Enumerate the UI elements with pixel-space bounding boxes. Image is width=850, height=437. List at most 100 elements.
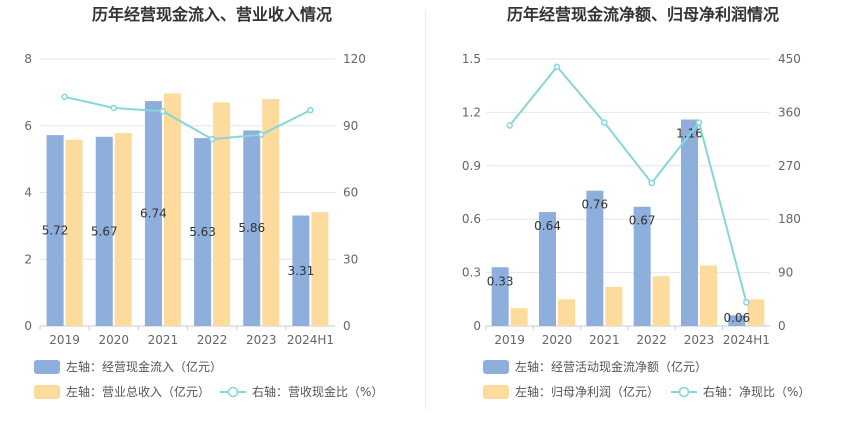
bar-data-label: 5.67 <box>91 224 118 238</box>
right-axis-tick-label: 120 <box>343 52 366 66</box>
ratio-line <box>64 95 311 141</box>
left-axis-tick-label: 1.2 <box>462 105 481 119</box>
right-axis-tick-label: 30 <box>343 252 358 266</box>
line-point <box>553 63 561 70</box>
bar <box>633 206 651 326</box>
bar-data-label: 0.76 <box>581 198 608 212</box>
left-axis-tick-label: 0.9 <box>462 159 481 173</box>
bar <box>144 101 162 327</box>
x-axis-label: 2024H1 <box>287 333 334 347</box>
legend-item-label: 左轴：经营活动现金流净额（亿元） <box>515 359 707 374</box>
right-axis-tick-label: 360 <box>778 105 801 119</box>
chart-svg: 历年经营现金流净额、归母净利润情况 0 0.3 0.6 0.9 1.2 1.5 0 90 180 2… <box>462 5 810 399</box>
right-axis-tick-label: 90 <box>343 119 358 133</box>
left-axis-tick-label: 0.6 <box>462 212 481 226</box>
bar <box>46 135 64 326</box>
right-axis-tick-label: 180 <box>778 212 801 226</box>
left-axis-tick-label: 0 <box>24 319 32 333</box>
right-axis-tick-label: 0 <box>778 319 786 333</box>
x-axis-label: 2020 <box>98 333 129 347</box>
legend-item-swatch <box>483 360 509 374</box>
x-axis-label: 2020 <box>542 333 573 347</box>
line-point <box>648 179 655 187</box>
bar <box>491 267 509 326</box>
x-axis-label: 2023 <box>246 333 277 347</box>
line-point <box>61 93 68 101</box>
bar <box>605 286 623 326</box>
line-point <box>208 135 216 143</box>
bar-data-label: 0.33 <box>487 274 514 288</box>
x-axis-label: 2024H1 <box>723 333 770 347</box>
bar <box>652 276 670 326</box>
line-point <box>159 108 167 115</box>
bar <box>700 265 717 326</box>
x-axis-label: 2023 <box>684 333 715 347</box>
bar <box>65 139 83 326</box>
bar <box>213 102 231 326</box>
panel-divider <box>425 10 426 410</box>
bar-data-label: 5.63 <box>189 225 216 239</box>
bar-data-label: 0.06 <box>723 311 750 325</box>
bar <box>95 136 113 326</box>
bar-data-label: 0.64 <box>534 219 561 233</box>
legend-item-swatch-dot <box>227 386 239 398</box>
legend-item-label: 左轴：经营现金流入（亿元） <box>66 359 222 374</box>
bar <box>114 133 132 326</box>
line-point <box>695 119 703 126</box>
bar <box>243 130 261 326</box>
x-axis-label: 2022 <box>636 333 667 347</box>
bar <box>262 99 280 326</box>
legend-item-label: 左轴：营业总收入（亿元） <box>66 384 210 399</box>
chart-panel-net-cashflow-profit: 历年经营现金流净额、归母净利润情况 0 0.3 0.6 0.9 1.2 1.5 0 90 180 2… <box>425 0 850 437</box>
left-axis-tick-label: 0 <box>473 319 481 333</box>
legend-item-swatch-dot <box>678 386 690 398</box>
chart-svg: 历年经营现金流入、营业收入情况 0 2 4 6 8 0 30 60 90 120 2019 2020 20… <box>24 5 383 399</box>
line-point <box>258 131 265 138</box>
x-axis-label: 2019 <box>49 333 80 347</box>
bar <box>292 215 310 326</box>
legend-item-swatch <box>34 360 60 374</box>
right-axis-tick-label: 60 <box>343 186 358 200</box>
chart-title: 历年经营现金流入、营业收入情况 <box>92 5 332 24</box>
bar <box>681 119 698 327</box>
chart-title: 历年经营现金流净额、归母净利润情况 <box>507 5 779 24</box>
bar <box>558 299 575 326</box>
line-point <box>307 106 314 114</box>
bar <box>510 308 528 326</box>
left-axis-tick-label: 6 <box>24 119 32 133</box>
bar <box>311 212 329 326</box>
ratio-line <box>508 65 748 303</box>
left-axis-tick-label: 1.5 <box>462 52 481 66</box>
x-axis-label: 2022 <box>197 333 228 347</box>
bar <box>747 299 765 326</box>
line-point <box>110 104 117 112</box>
bar <box>194 138 212 326</box>
legend-item-label: 右轴：净现比（%） <box>703 384 810 399</box>
legend-item-label: 右轴：营收现金比（%） <box>252 384 383 399</box>
line-point <box>601 119 608 126</box>
left-axis-tick-label: 2 <box>24 252 32 266</box>
right-axis-tick-label: 270 <box>778 159 801 173</box>
bar-data-label: 0.67 <box>629 214 656 228</box>
right-axis-tick-label: 450 <box>778 52 801 66</box>
bar <box>163 93 181 326</box>
left-axis-tick-label: 0.3 <box>462 266 481 280</box>
bar <box>728 315 746 326</box>
chart-panel-cash-inflow-revenue: 历年经营现金流入、营业收入情况 0 2 4 6 8 0 30 60 90 120 2019 2020 20… <box>24 5 383 399</box>
bar <box>586 190 604 326</box>
line-point <box>743 299 750 306</box>
bar-data-label: 5.72 <box>42 224 69 238</box>
legend-item-label: 左轴：归母净利润（亿元） <box>515 384 659 399</box>
right-axis-tick-label: 90 <box>778 266 793 280</box>
right-axis-tick-label: 0 <box>343 319 351 333</box>
bar-data-label: 6.74 <box>140 207 167 221</box>
x-axis-label: 2021 <box>589 333 620 347</box>
legend-item-swatch <box>483 385 509 399</box>
left-axis-tick-label: 8 <box>24 52 32 66</box>
bar <box>539 212 556 326</box>
left-axis-tick-label: 4 <box>24 186 32 200</box>
legend-item-swatch <box>34 385 60 399</box>
bar-data-label: 5.86 <box>238 221 265 235</box>
line-point <box>506 122 513 129</box>
x-axis-label: 2021 <box>148 333 179 347</box>
